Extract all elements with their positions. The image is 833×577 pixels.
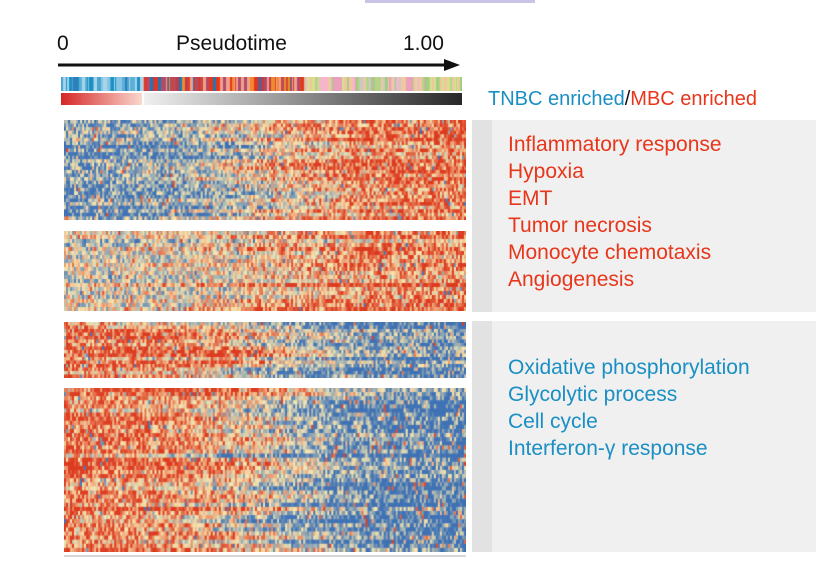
term-inflammatory-response: Inflammatory response — [508, 133, 722, 156]
term-oxidative-phosphorylation: Oxidative phosphorylation — [508, 356, 750, 379]
pseudotime-start-label: 0 — [57, 32, 69, 55]
tnbc-term-list: Oxidative phosphorylation Glycolytic pro… — [508, 354, 750, 462]
cell-type-annotation-strip — [61, 77, 462, 91]
legend-separator: / — [624, 88, 631, 110]
heatmap-block-mbc-1 — [64, 120, 466, 220]
term-interferon-gamma-response: Interferon-γ response — [508, 437, 708, 460]
top-tab-edge — [365, 0, 535, 3]
term-angiogenesis: Angiogenesis — [508, 268, 635, 291]
term-tumor-necrosis: Tumor necrosis — [508, 214, 652, 237]
term-emt: EMT — [508, 187, 553, 210]
term-glycolytic-process: Glycolytic process — [508, 383, 678, 406]
tnbc-term-panel — [492, 321, 816, 552]
legend-mbc-enriched: MBC enriched — [630, 88, 757, 110]
heatmap-block-tnbc-2 — [64, 388, 466, 552]
tnbc-gutter — [472, 321, 492, 552]
term-monocyte-chemotaxis: Monocyte chemotaxis — [508, 241, 712, 264]
mbc-term-panel — [492, 120, 816, 312]
term-cell-cycle: Cell cycle — [508, 410, 598, 433]
mbc-term-list: Inflammatory response Hypoxia EMT Tumor … — [508, 131, 722, 293]
enrichment-legend: TNBC enriched/MBC enriched — [488, 88, 757, 111]
heatmap-bottom-rule — [64, 555, 466, 557]
pseudotime-gradient-strip — [61, 93, 462, 105]
heatmap-block-mbc-2 — [64, 231, 466, 311]
term-hypoxia: Hypoxia — [508, 160, 584, 183]
heatmap-block-tnbc-1 — [64, 322, 466, 378]
pseudotime-end-label: 1.00 — [403, 32, 444, 55]
arrow-head — [444, 59, 460, 71]
legend-tnbc-enriched: TNBC enriched — [488, 88, 625, 110]
pseudotime-axis-title: Pseudotime — [176, 32, 287, 55]
mbc-gutter — [472, 120, 492, 312]
pseudotime-arrow — [58, 59, 460, 71]
